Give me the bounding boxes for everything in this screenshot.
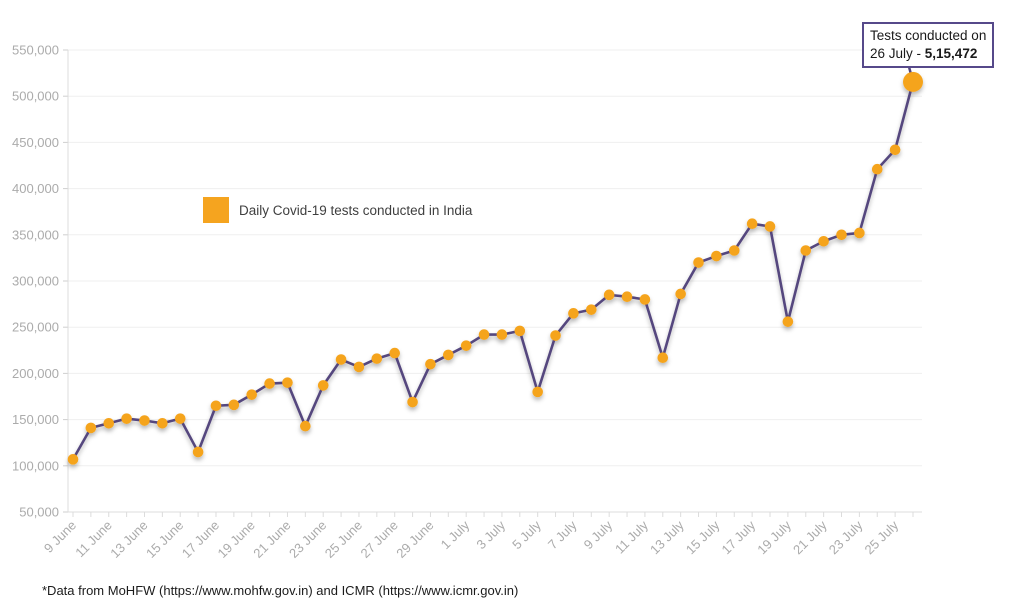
y-tick-label: 400,000	[12, 181, 59, 196]
series-group	[67, 71, 923, 465]
data-point[interactable]	[67, 454, 79, 465]
data-point[interactable]	[532, 386, 543, 398]
y-tick-label: 500,000	[12, 89, 59, 104]
data-point[interactable]	[496, 329, 508, 340]
x-tick-label: 7 July	[545, 517, 580, 552]
x-tick-label: 11 July	[612, 517, 651, 556]
x-tick-label: 11 June	[72, 518, 115, 561]
data-point[interactable]	[478, 329, 490, 340]
data-point[interactable]	[818, 235, 829, 247]
y-tick-label: 200,000	[12, 366, 59, 381]
data-point[interactable]	[174, 413, 186, 424]
x-tick-label: 21 June	[250, 518, 293, 561]
x-tick-label: 27 June	[358, 518, 401, 561]
data-point[interactable]	[711, 250, 722, 262]
x-tick-label: 3 July	[473, 517, 508, 552]
data-point[interactable]	[192, 446, 204, 458]
x-tick-label: 15 July	[683, 517, 723, 557]
x-tick-label: 13 June	[107, 518, 150, 561]
x-tick-label: 21 July	[790, 517, 830, 557]
data-point[interactable]	[675, 288, 686, 300]
x-tick-label: 23 June	[286, 518, 329, 561]
data-point[interactable]	[871, 163, 883, 175]
data-point[interactable]	[603, 289, 615, 301]
y-tick-label: 150,000	[12, 412, 59, 427]
data-point[interactable]	[371, 353, 383, 364]
x-tick-label: 29 June	[393, 518, 436, 561]
data-point[interactable]	[282, 377, 293, 388]
annotation-line1: Tests conducted on	[870, 28, 987, 43]
data-point[interactable]	[639, 294, 651, 305]
data-point[interactable]	[728, 245, 740, 256]
data-point[interactable]	[317, 380, 329, 391]
data-point[interactable]	[353, 361, 365, 373]
data-point[interactable]	[568, 308, 579, 319]
x-tick-label: 13 July	[647, 517, 687, 557]
x-tick-label: 1 July	[438, 517, 473, 552]
data-point[interactable]	[103, 417, 115, 429]
annotation-callout: Tests conducted on 26 July - 5,15,472	[862, 22, 995, 68]
data-point[interactable]	[85, 422, 97, 434]
data-point[interactable]	[460, 340, 472, 351]
y-tick-label: 350,000	[12, 227, 59, 242]
y-tick-label: 300,000	[12, 274, 59, 289]
data-point[interactable]	[550, 330, 561, 341]
data-point[interactable]	[139, 415, 150, 426]
x-tick-label: 25 July	[862, 517, 902, 557]
x-tick-label: 25 June	[322, 518, 365, 561]
data-point[interactable]	[800, 245, 812, 256]
data-point[interactable]	[425, 358, 436, 370]
x-tick-label: 19 July	[754, 517, 794, 557]
legend-swatch	[203, 197, 229, 223]
data-point[interactable]	[157, 417, 168, 429]
data-point[interactable]	[246, 389, 258, 400]
data-point[interactable]	[621, 291, 633, 303]
data-point[interactable]	[121, 413, 132, 424]
x-tick-label: 17 June	[179, 518, 222, 561]
data-point[interactable]	[693, 257, 704, 268]
data-point[interactable]	[657, 352, 669, 363]
y-tick-label: 250,000	[12, 320, 59, 335]
legend-label: Daily Covid-19 tests conducted in India	[239, 202, 473, 218]
series-line	[71, 80, 915, 461]
x-tick-label: 19 June	[215, 518, 258, 561]
data-point[interactable]	[585, 304, 597, 315]
y-tick-label: 50,000	[19, 505, 59, 520]
x-tick-label: 9 July	[581, 517, 616, 552]
y-tick-label: 100,000	[12, 458, 59, 473]
data-point[interactable]	[210, 400, 222, 412]
x-tick-label: 5 July	[509, 517, 544, 552]
x-tick-label: 17 July	[719, 517, 759, 557]
data-point[interactable]	[746, 218, 758, 230]
data-point[interactable]	[443, 349, 454, 361]
data-point[interactable]	[764, 221, 776, 232]
data-point[interactable]	[389, 347, 401, 359]
x-tick-label: 23 July	[826, 517, 866, 557]
annotation-value: 5,15,472	[924, 45, 978, 61]
highlighted-data-point[interactable]	[903, 71, 923, 92]
data-point[interactable]	[782, 316, 794, 327]
annotation-date: 26 July -	[870, 45, 925, 61]
data-point[interactable]	[514, 325, 526, 337]
data-point[interactable]	[300, 420, 311, 432]
data-source-note: *Data from MoHFW (https://www.mohfw.gov.…	[42, 583, 519, 598]
chart-legend: Daily Covid-19 tests conducted in India	[203, 197, 472, 223]
y-tick-label: 550,000	[12, 43, 59, 58]
data-point[interactable]	[836, 229, 847, 241]
data-point[interactable]	[264, 378, 275, 389]
data-point[interactable]	[889, 144, 901, 156]
annotation-line2: 26 July - 5,15,472	[870, 45, 986, 63]
data-point[interactable]	[228, 399, 240, 411]
data-point[interactable]	[335, 354, 347, 365]
data-point[interactable]	[407, 396, 418, 408]
y-tick-label: 450,000	[12, 135, 59, 150]
data-point[interactable]	[854, 227, 865, 239]
x-tick-label: 15 June	[143, 518, 186, 561]
